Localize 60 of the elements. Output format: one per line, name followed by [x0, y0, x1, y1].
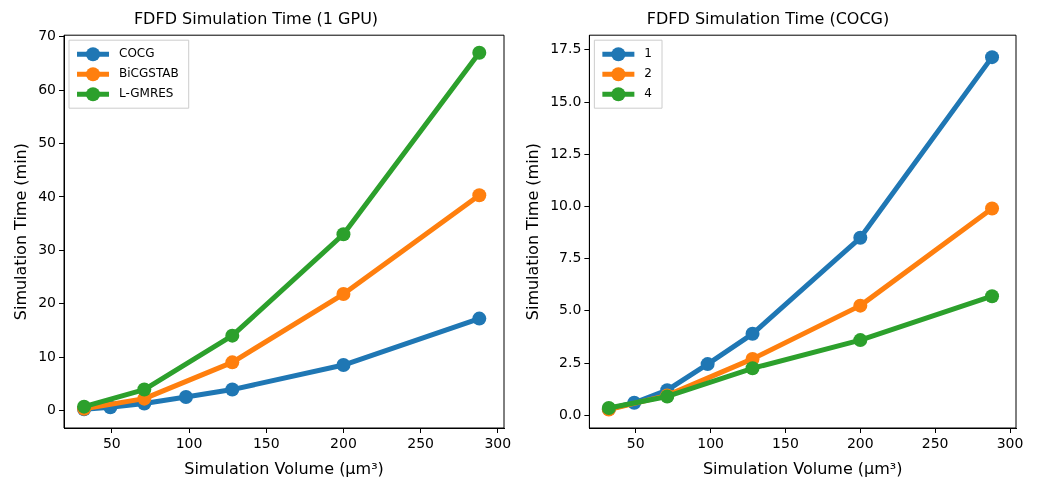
- x-tick-label: 50: [626, 435, 645, 452]
- chart-title: FDFD Simulation Time (1 GPU): [133, 8, 379, 28]
- x-tick-label: 200: [330, 435, 357, 452]
- point: [745, 326, 760, 341]
- y-tick-label: 5.0: [559, 301, 582, 318]
- point: [472, 45, 487, 60]
- point: [985, 50, 1000, 65]
- legend-label: 1: [644, 46, 653, 61]
- y-tick-label: 10.0: [550, 197, 582, 214]
- point: [985, 201, 1000, 216]
- point: [336, 287, 351, 302]
- point: [225, 355, 240, 370]
- y-tick-label: 2.5: [559, 353, 582, 370]
- point: [336, 227, 351, 242]
- y-tick-label: 7.5: [559, 249, 582, 266]
- point: [853, 298, 868, 313]
- y-axis-title: Simulation Time (min): [10, 142, 30, 321]
- x-tick-label: 250: [921, 435, 949, 452]
- legend-label: L-GMRES: [119, 86, 174, 101]
- x-axis-title: Simulation Volume (μm³): [702, 458, 903, 478]
- x-tick-label: 150: [252, 435, 280, 452]
- y-tick-label: 50: [38, 134, 57, 151]
- y-axis-title: Simulation Time (min): [522, 142, 542, 321]
- legend-label: COCG: [119, 46, 155, 61]
- point: [225, 328, 240, 343]
- y-tick-label: 30: [38, 240, 57, 257]
- y-tick-label: 20: [38, 294, 57, 311]
- legend-label: BiCGSTAB: [119, 66, 179, 81]
- x-tick-label: 300: [996, 435, 1024, 452]
- point: [472, 188, 487, 203]
- chart-title: FDFD Simulation Time (COCG): [646, 8, 890, 28]
- x-axis-title: Simulation Volume (μm³): [184, 458, 384, 478]
- point: [853, 230, 868, 245]
- y-tick-label: 40: [38, 187, 57, 204]
- y-tick-label: 10: [38, 347, 57, 364]
- point: [472, 311, 487, 326]
- x-tick-label: 200: [846, 435, 874, 452]
- x-tick-label: 100: [697, 435, 724, 452]
- point: [178, 390, 193, 405]
- y-tick-label: 15.0: [550, 92, 582, 109]
- point: [137, 382, 152, 397]
- y-tick-label: 60: [38, 80, 57, 97]
- legend-label: 4: [644, 86, 653, 101]
- x-tick-label: 150: [772, 435, 799, 452]
- point: [336, 358, 351, 373]
- point: [745, 361, 760, 376]
- y-tick-label: 70: [38, 27, 57, 44]
- x-tick-label: 250: [407, 435, 434, 452]
- x-tick-label: 50: [102, 435, 121, 452]
- legend-label: 2: [644, 66, 653, 81]
- y-tick-label: 12.5: [550, 144, 582, 161]
- y-tick-label: 0.0: [559, 405, 582, 422]
- y-tick-label: 0: [47, 401, 57, 418]
- x-tick-label: 100: [175, 435, 203, 452]
- point: [700, 357, 715, 372]
- point: [985, 289, 1000, 304]
- x-tick-label: 300: [484, 435, 512, 452]
- point: [853, 333, 868, 348]
- point: [225, 382, 240, 397]
- y-tick-label: 17.5: [550, 40, 582, 57]
